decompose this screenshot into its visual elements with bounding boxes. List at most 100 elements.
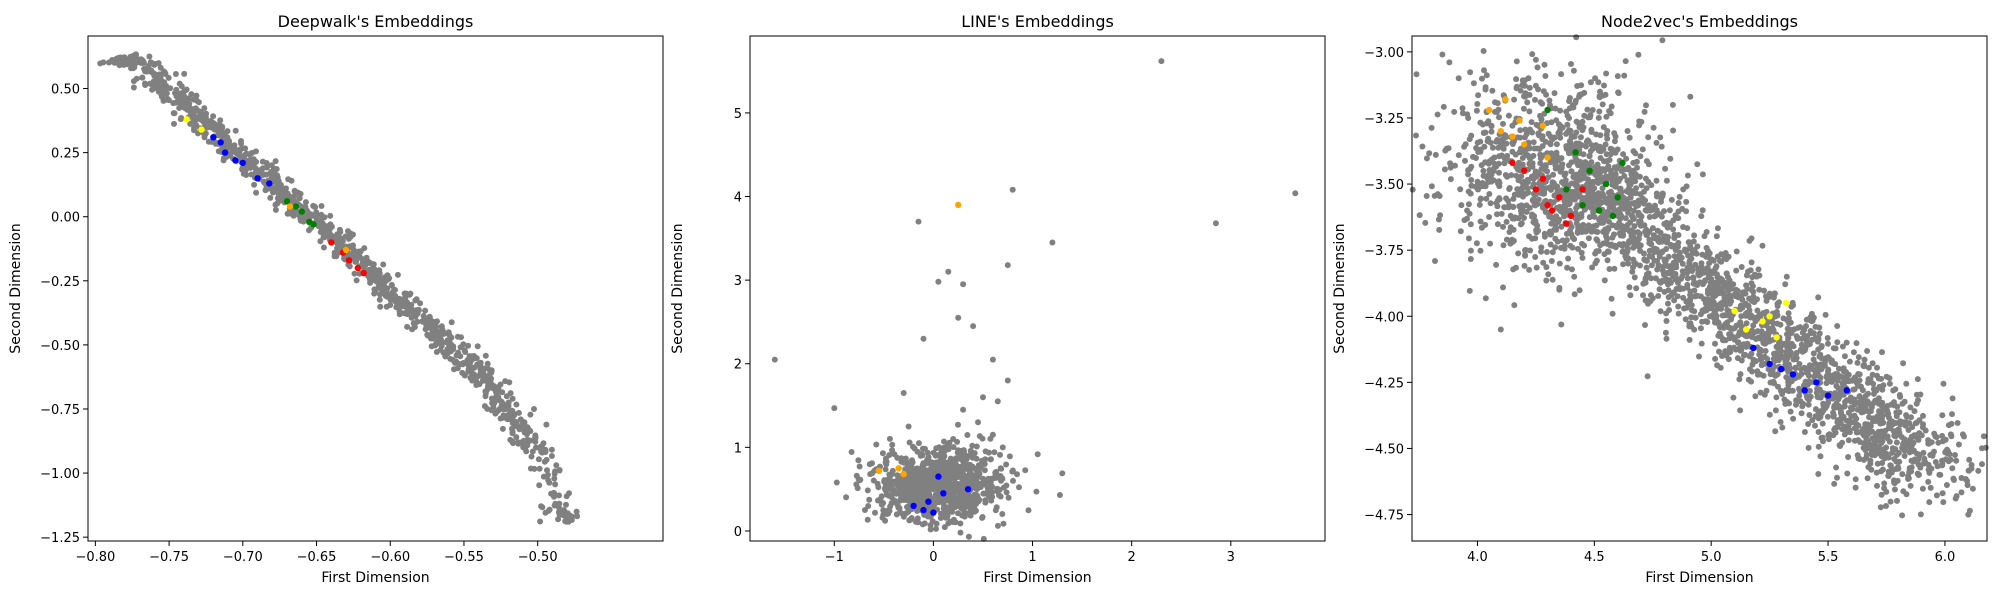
node2vec-point [1655,238,1662,245]
node2vec-point-colored [1544,202,1551,209]
line-point [903,510,910,517]
node2vec-point [1979,461,1985,468]
node2vec-point [1899,512,1906,519]
node2vec-point [1640,292,1646,299]
node2vec-point [1614,73,1621,80]
node2vec-point [1701,269,1708,276]
deepwalk-points [97,51,581,525]
node2vec-point [1606,266,1613,272]
node2vec-point [1534,64,1541,71]
deepwalk-point [320,234,327,241]
node2vec-point [1502,132,1509,139]
line-point [997,493,1004,500]
node2vec-point [1892,433,1899,440]
node2vec-point [1571,236,1578,243]
node2vec-point [1519,161,1526,168]
deepwalk-point [498,398,505,405]
node2vec-point [1527,126,1533,133]
node2vec-point [1919,485,1926,492]
node2vec-point [1556,164,1563,171]
node2vec-point [1618,189,1625,196]
node2vec-point [1684,172,1691,179]
line-point [904,504,910,510]
node2vec-point [1883,444,1890,451]
deepwalk-point [155,60,162,67]
deepwalk-point [522,445,528,452]
line-point [973,455,980,462]
deepwalk-point [171,120,177,127]
line-point [993,468,1000,475]
node2vec-point [1465,171,1472,178]
deepwalk-point [509,425,515,432]
line-point [987,456,994,463]
deepwalk-point [446,332,453,338]
node2vec-point-colored [1509,159,1516,167]
node2vec-point [1816,330,1823,337]
line-point [905,423,912,430]
node2vec-point [1509,215,1516,222]
node2vec-point [1568,168,1575,175]
node2vec-point [1782,281,1789,288]
node2vec-point [1509,141,1516,147]
node2vec-point [1513,264,1519,271]
node2vec-point [1749,361,1756,368]
node2vec-point [1783,348,1790,355]
node2vec-point [1690,274,1697,281]
node2vec-point-colored [1743,326,1750,333]
node2vec-point [1513,83,1520,90]
deepwalk-point [123,57,130,64]
line-point [919,445,926,452]
node2vec-point [1578,142,1585,149]
node2vec-point [1657,279,1664,286]
node2vec-point [1675,200,1682,206]
node2vec-point [1581,112,1588,119]
line-point [898,455,905,462]
line-point [908,497,915,504]
deepwalk-y-tick-label: −0.25 [40,275,80,290]
node2vec-point [1675,232,1682,238]
line-point [975,462,982,469]
node2vec-point [1714,225,1721,232]
deepwalk-point [173,93,180,100]
deepwalk-point [191,127,197,134]
node2vec-point [1856,377,1863,384]
node2vec-point [1440,103,1447,110]
node2vec-point [1847,394,1854,401]
node2vec-point [1465,235,1472,242]
node2vec-point [1873,469,1880,476]
deepwalk-point [556,492,562,499]
deepwalk-x-tick-label: −0.65 [297,550,337,565]
node2vec-point [1828,373,1835,379]
node2vec-point [1782,387,1789,394]
node2vec-point [1480,167,1487,174]
node2vec-point [1773,394,1780,401]
node2vec-point [1651,213,1658,220]
deepwalk-point [474,343,481,350]
node2vec-point [1542,73,1549,79]
deepwalk-point [523,431,530,438]
deepwalk-point [311,203,317,210]
node2vec-point [1726,300,1733,307]
node2vec-point [1839,343,1846,350]
line-point [965,533,972,540]
deepwalk-point [447,355,454,362]
node2vec-point [1564,112,1571,119]
node2vec-point [1632,178,1639,185]
deepwalk-point [260,178,267,185]
node2vec-point [1882,427,1889,434]
deepwalk-point [307,211,314,218]
node2vec-point [1816,386,1823,393]
deepwalk-point-colored [283,198,291,205]
deepwalk-x-tick-label: −0.75 [149,550,189,565]
deepwalk-point-colored [342,246,350,254]
node2vec-point [1894,477,1901,484]
node2vec-point [1848,413,1855,420]
line-point [942,482,949,489]
line-point [889,441,896,448]
deepwalk-point [535,456,542,463]
node2vec-point [1701,233,1708,240]
node2vec-point [1684,275,1691,282]
node2vec-point [1908,414,1914,421]
line-point [1009,186,1016,193]
node2vec-point [1642,207,1649,214]
